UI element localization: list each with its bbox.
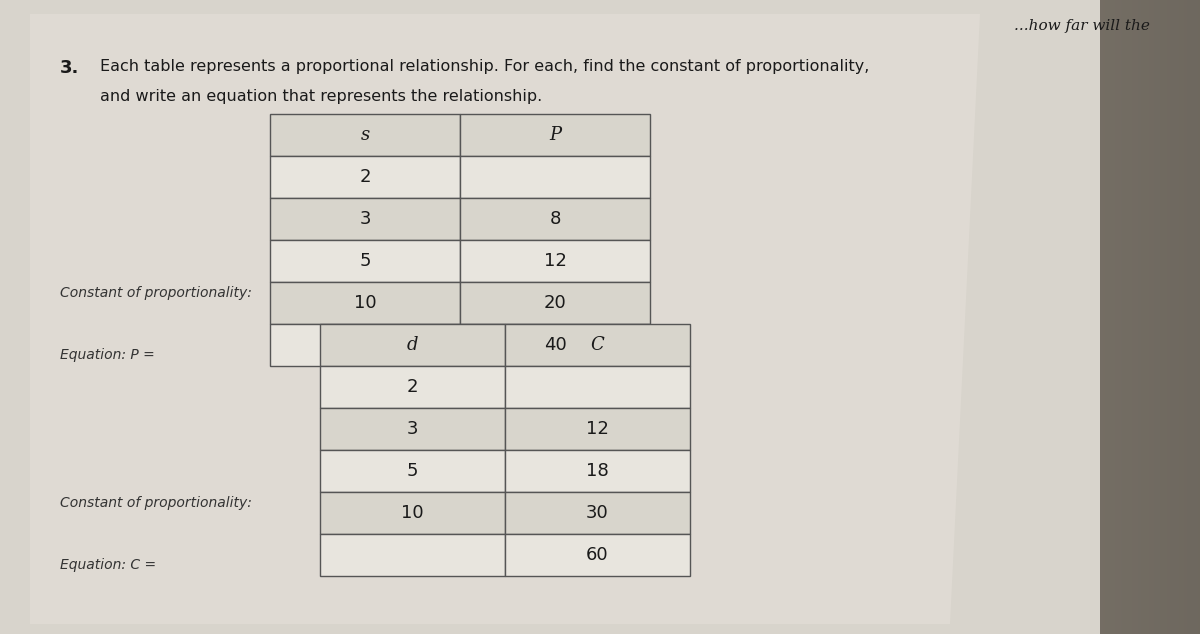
Text: 18: 18 [586,462,608,480]
Bar [505,450,690,492]
Bar [270,198,460,240]
Text: 3: 3 [407,420,419,438]
Text: Equation: C =: Equation: C = [60,558,156,572]
Bar [505,366,690,408]
Bar [460,240,650,282]
Bar [460,282,650,324]
Bar [320,450,505,492]
Bar [320,492,505,534]
Bar [505,534,690,576]
Bar [320,534,505,576]
Bar [320,366,505,408]
Bar [460,114,650,156]
Bar [320,408,505,450]
Text: ...how far will the: ...how far will the [1014,19,1150,33]
Bar [505,324,690,366]
Text: 2: 2 [407,378,419,396]
Bar [460,156,650,198]
Polygon shape [0,0,1100,634]
Text: 8: 8 [550,210,560,228]
Text: 12: 12 [544,252,566,270]
Text: 3: 3 [359,210,371,228]
Bar [270,114,460,156]
Text: 5: 5 [407,462,419,480]
Text: Constant of proportionality:: Constant of proportionality: [60,496,252,510]
Text: 20: 20 [544,294,566,312]
Text: 5: 5 [359,252,371,270]
Text: 40: 40 [544,336,566,354]
Text: 2: 2 [359,168,371,186]
Text: d: d [407,336,419,354]
Bar [460,324,650,366]
Bar [320,324,505,366]
Text: 10: 10 [401,504,424,522]
Text: 3.: 3. [60,59,79,77]
Bar [460,198,650,240]
Text: 12: 12 [586,420,608,438]
Bar [270,324,460,366]
Text: Each table represents a proportional relationship. For each, find the constant o: Each table represents a proportional rel… [100,59,869,74]
Bar [270,282,460,324]
Polygon shape [30,14,980,624]
Text: P: P [548,126,562,144]
Text: C: C [590,336,605,354]
Text: and write an equation that represents the relationship.: and write an equation that represents th… [100,89,542,104]
Text: s: s [360,126,370,144]
Bar [505,492,690,534]
Text: 10: 10 [354,294,377,312]
Bar [270,156,460,198]
Bar [505,408,690,450]
Text: 60: 60 [586,546,608,564]
Bar [270,240,460,282]
Text: Equation: P =: Equation: P = [60,348,155,362]
Text: Constant of proportionality:: Constant of proportionality: [60,286,252,300]
Text: 30: 30 [586,504,608,522]
